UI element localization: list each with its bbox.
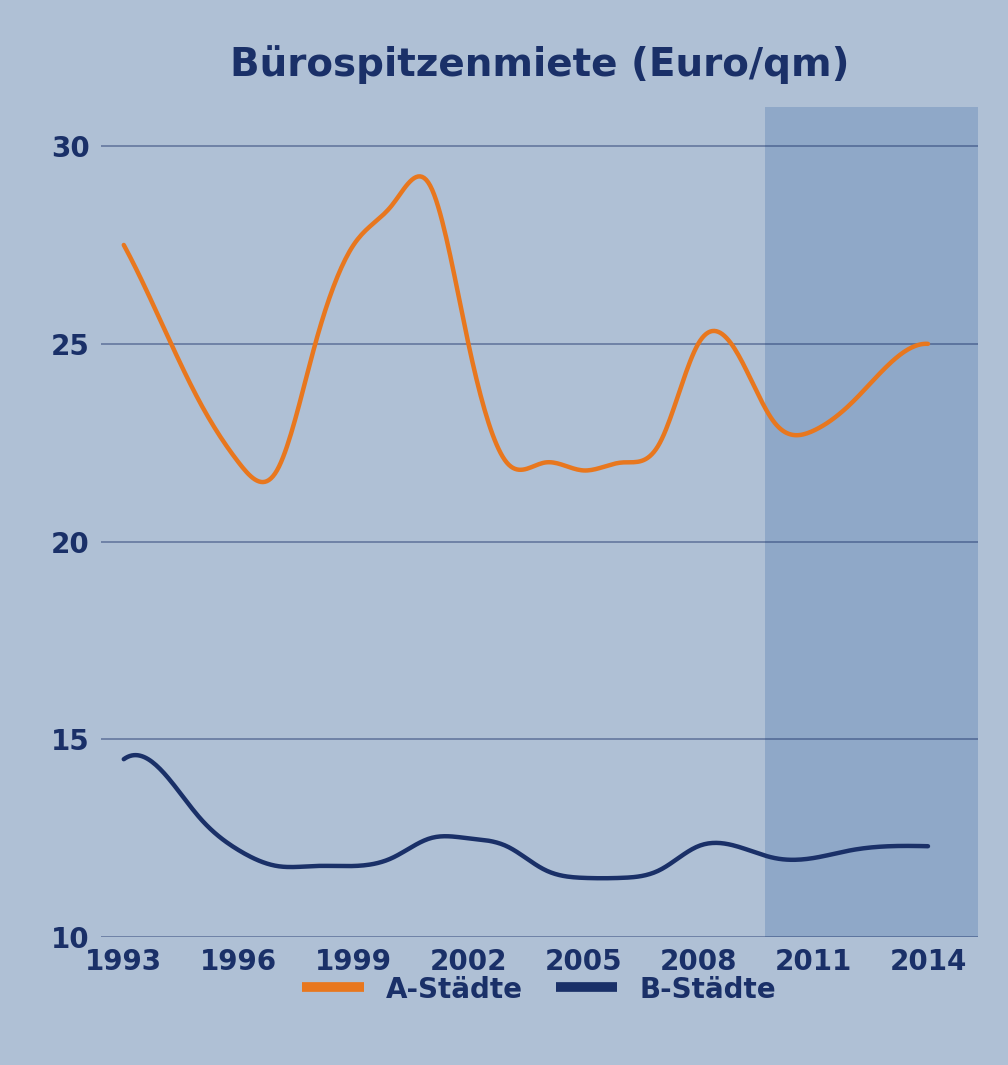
Legend: A-Städte, B-Städte: A-Städte, B-Städte: [291, 965, 787, 1015]
Bar: [765, 106, 978, 937]
Title: Bürospitzenmiete (Euro/qm): Bürospitzenmiete (Euro/qm): [230, 45, 849, 84]
